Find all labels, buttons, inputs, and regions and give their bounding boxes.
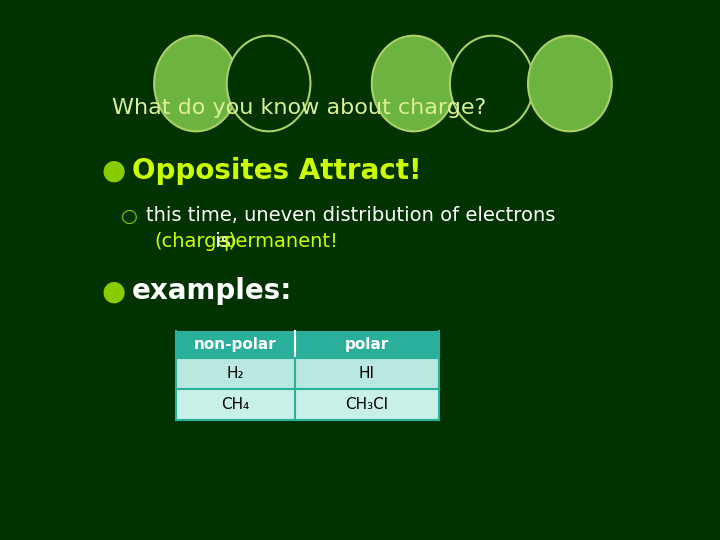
FancyBboxPatch shape [176, 331, 438, 358]
Ellipse shape [154, 36, 238, 131]
Text: permanent!: permanent! [222, 232, 338, 251]
Text: ●: ● [101, 278, 125, 306]
Text: H₂: H₂ [227, 366, 244, 381]
Text: Opposites Attract!: Opposites Attract! [132, 157, 421, 185]
Text: non-polar: non-polar [194, 337, 277, 352]
Ellipse shape [528, 36, 612, 131]
Text: What do you know about charge?: What do you know about charge? [112, 98, 487, 118]
FancyBboxPatch shape [176, 389, 438, 420]
Text: HI: HI [359, 366, 374, 381]
Text: polar: polar [344, 337, 389, 352]
Text: CH₃Cl: CH₃Cl [345, 397, 388, 412]
FancyBboxPatch shape [176, 358, 438, 389]
Text: ○: ○ [121, 207, 138, 226]
Text: CH₄: CH₄ [221, 397, 250, 412]
Ellipse shape [227, 36, 310, 131]
Text: this time, uneven distribution of electrons: this time, uneven distribution of electr… [145, 206, 555, 225]
Text: (charge): (charge) [154, 232, 236, 251]
Ellipse shape [450, 36, 534, 131]
Text: ●: ● [101, 157, 125, 185]
Ellipse shape [372, 36, 456, 131]
Text: is: is [209, 232, 237, 251]
Text: examples:: examples: [132, 278, 292, 306]
